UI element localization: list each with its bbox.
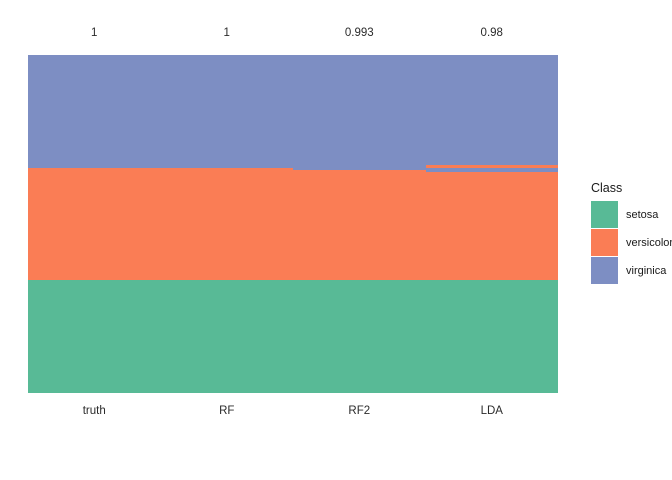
- accuracy-label: 0.98: [480, 27, 503, 39]
- legend-title: Class: [591, 181, 623, 195]
- bar-segment-virginica: [28, 55, 161, 168]
- bar-segment-setosa: [293, 280, 426, 393]
- plot-panel: [28, 55, 558, 393]
- bar-segment-versicolor: [160, 167, 293, 281]
- bar-segment-virginica: [293, 55, 426, 170]
- legend-item-virginica: virginica: [591, 257, 672, 284]
- bar-segment-virginica: [425, 167, 558, 173]
- legend-swatch-setosa: [591, 201, 618, 228]
- bar-segment-setosa: [160, 280, 293, 393]
- legend-label-versicolor: versicolor: [626, 236, 672, 249]
- bar-segment-setosa: [28, 280, 161, 393]
- x-axis-label-LDA: LDA: [480, 405, 503, 417]
- bar-segment-versicolor: [28, 167, 161, 281]
- bar-column-RF: [160, 55, 293, 393]
- bar-segment-versicolor: [293, 169, 426, 281]
- legend-item-versicolor: versicolor: [591, 229, 672, 256]
- legend-items: setosa versicolor virginica: [591, 201, 672, 284]
- legend-label-setosa: setosa: [626, 208, 659, 221]
- bar-segment-versicolor: [425, 165, 558, 168]
- accuracy-labels-row: 1 1 0.993 0.98: [28, 26, 558, 41]
- x-axis-label-RF2: RF2: [348, 405, 371, 417]
- legend-swatch-versicolor: [591, 229, 618, 256]
- legend: Class setosa versicolor virginica: [591, 181, 672, 285]
- bar-segment-virginica: [425, 55, 558, 166]
- bar-segment-versicolor: [425, 172, 558, 281]
- legend-swatch-virginica: [591, 257, 618, 284]
- accuracy-label: 0.993: [344, 27, 374, 39]
- x-axis-label-RF: RF: [219, 405, 235, 417]
- legend-label-virginica: virginica: [626, 264, 667, 277]
- bar-column-RF2: [293, 55, 426, 393]
- bar-column-truth: [28, 55, 161, 393]
- bar-segment-setosa: [425, 280, 558, 393]
- accuracy-label: 1: [91, 27, 98, 39]
- x-axis-labels-row: truth RF RF2 LDA: [28, 404, 558, 419]
- bar-column-LDA: [425, 55, 558, 393]
- accuracy-label: 1: [223, 27, 230, 39]
- x-axis-label-truth: truth: [82, 405, 106, 417]
- bar-segment-virginica: [160, 55, 293, 168]
- legend-item-setosa: setosa: [591, 201, 672, 228]
